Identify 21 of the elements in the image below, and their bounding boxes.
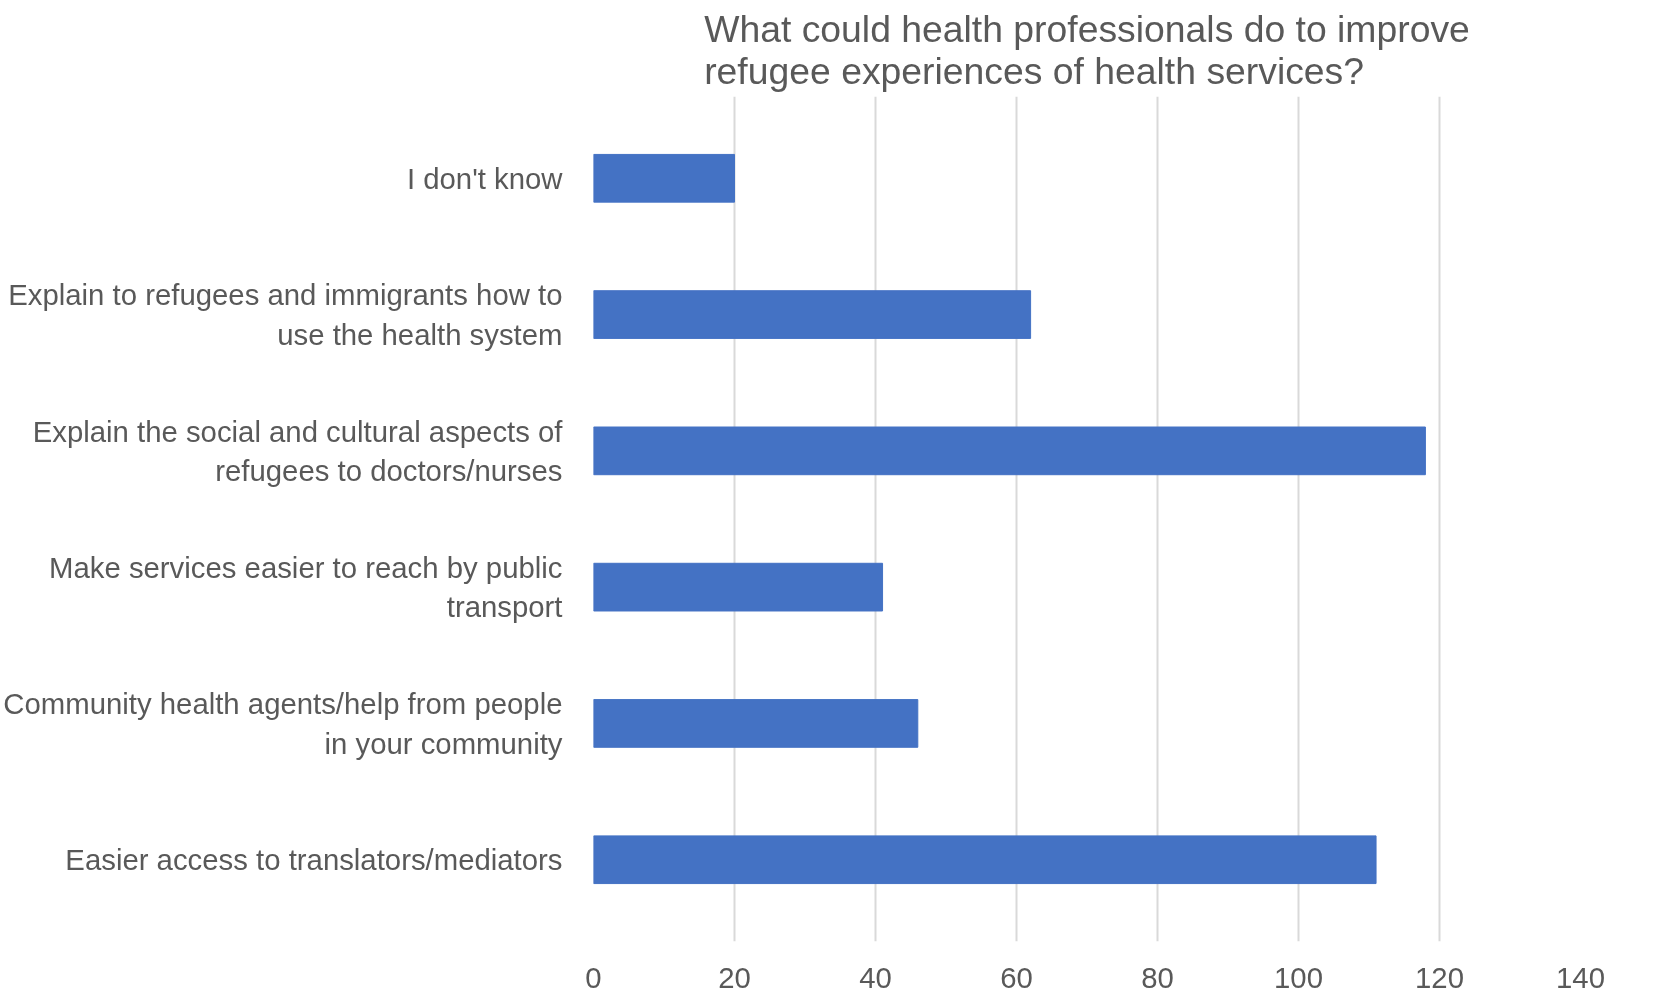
x-tick-label: 140: [1556, 960, 1605, 994]
y-tick-label: Make services easier to reach by public transport: [49, 550, 563, 624]
y-tick-label: Explain the social and cultural aspects of refugees to doctors/nurses: [32, 414, 564, 488]
x-tick-label: 120: [1415, 960, 1464, 994]
y-tick-label: I don't know: [406, 161, 564, 195]
x-tick-label: 40: [859, 960, 892, 994]
y-tick-label: Easier access to translators/mediators: [65, 843, 563, 877]
x-tick-label: 80: [1141, 960, 1174, 994]
bar: [593, 426, 1426, 476]
x-tick-label: 60: [1000, 960, 1033, 994]
x-tick-label: 0: [585, 960, 602, 994]
bar: [593, 153, 735, 203]
y-tick-label: Explain to refugees and immigrants how to use the health system: [8, 278, 563, 351]
bar: [593, 835, 1377, 885]
bar: [593, 562, 884, 612]
x-tick-label: 100: [1274, 960, 1323, 994]
bar: [593, 290, 1032, 339]
bar: [593, 699, 919, 748]
x-tick-label: 20: [718, 960, 751, 994]
y-tick-label: Community health agents/help from people in your community: [3, 687, 563, 760]
chart-title: What could health professionals do to improve refugee experiences of health services?: [704, 7, 1470, 92]
